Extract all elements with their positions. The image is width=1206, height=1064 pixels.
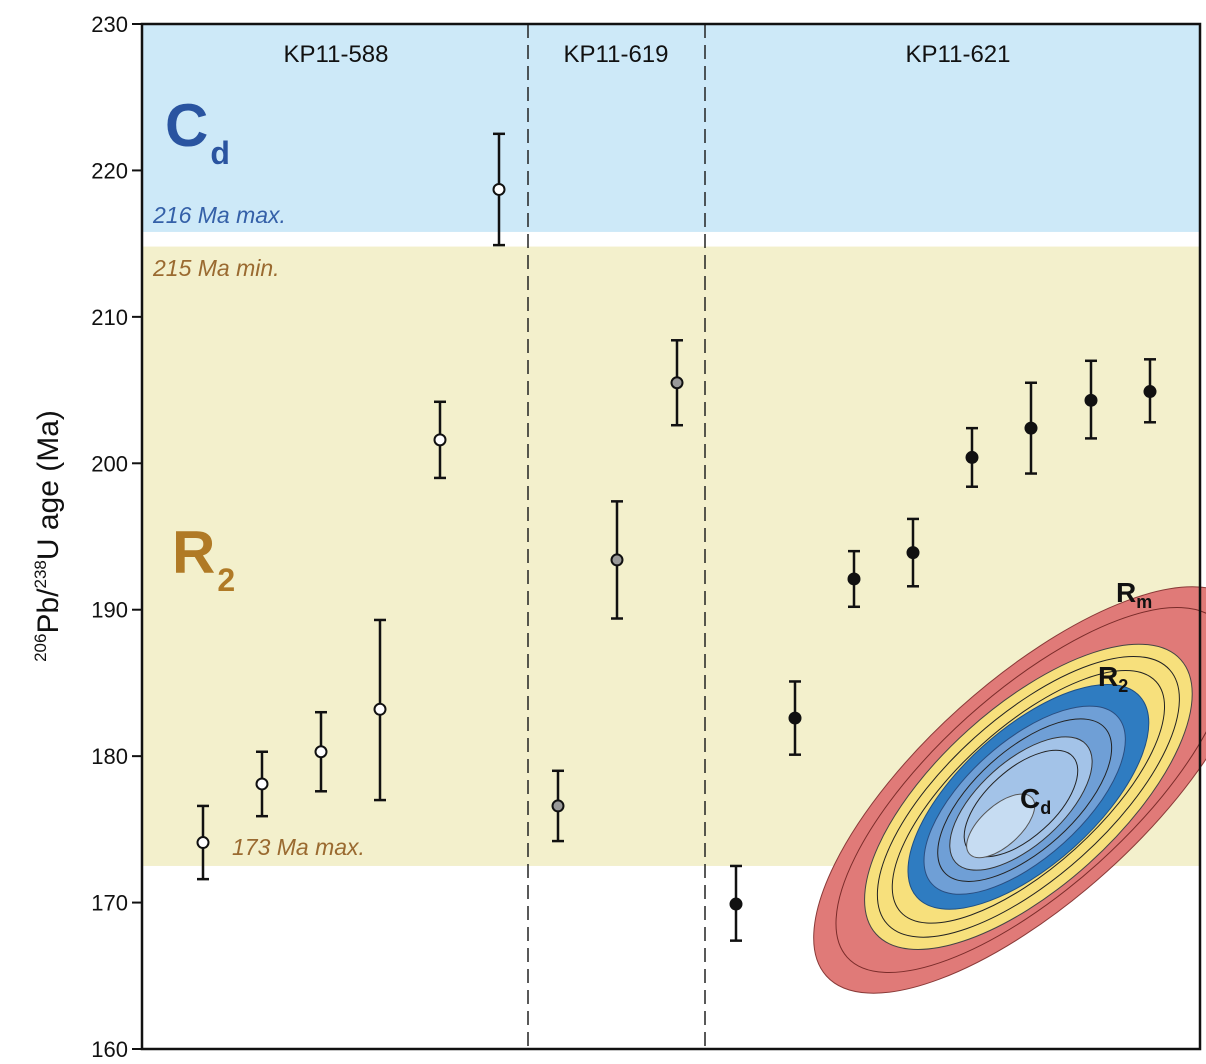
cd-max-note: 216 Ma max. <box>152 202 286 228</box>
band-cd <box>142 24 1200 232</box>
data-point <box>196 804 210 881</box>
data-point <box>1143 358 1157 424</box>
point-marker <box>610 553 624 567</box>
y-tick-label: 230 <box>91 12 128 37</box>
data-point <box>965 426 979 488</box>
y-tick-label: 170 <box>91 891 128 916</box>
point-marker <box>1143 385 1157 399</box>
y-tick-label: 190 <box>91 598 128 623</box>
group-label-kp11-621: KP11-621 <box>906 41 1011 68</box>
r2-growth-line <box>891 670 1166 924</box>
zone-label-r2: R2 <box>172 519 235 598</box>
inset-label-r2: R2 <box>1098 661 1128 696</box>
data-point <box>1024 381 1038 475</box>
core-growth-line <box>937 718 1113 882</box>
point-marker <box>788 711 802 725</box>
data-points <box>196 132 1157 942</box>
point-marker <box>1024 421 1038 435</box>
r2-min-note: 215 Ma min. <box>152 255 280 281</box>
point-marker <box>729 897 743 911</box>
point-marker <box>847 572 861 586</box>
data-point <box>729 864 743 942</box>
data-point <box>610 500 624 620</box>
zircon-zoning-inset <box>813 586 1206 994</box>
plot-frame <box>140 22 1202 1051</box>
y-axis: 160 170 180 190 200 210 220 230 <box>91 12 142 1062</box>
point-marker <box>255 777 269 791</box>
y-tick-label: 160 <box>91 1037 128 1062</box>
point-marker <box>670 376 684 390</box>
point-marker <box>906 546 920 560</box>
point-marker <box>492 182 506 196</box>
group-label-kp11-588: KP11-588 <box>284 41 389 68</box>
point-marker <box>314 745 328 759</box>
y-tick-label: 220 <box>91 158 128 183</box>
data-point <box>847 549 861 609</box>
group-label-kp11-619: KP11-619 <box>564 41 669 68</box>
data-point <box>1084 359 1098 440</box>
point-marker <box>551 799 565 813</box>
y-axis-label: 206Pb/238U age (Ma) <box>31 410 65 662</box>
data-point <box>670 339 684 427</box>
rim-growth-line <box>835 607 1206 973</box>
y-tick-label: 200 <box>91 451 128 476</box>
y-tick-label: 180 <box>91 744 128 769</box>
data-point <box>906 517 920 588</box>
data-point <box>492 132 506 247</box>
point-marker <box>433 433 447 447</box>
data-point <box>255 750 269 818</box>
group-dividers <box>527 24 706 1049</box>
point-marker <box>196 836 210 850</box>
zone-label-cd: Cd <box>165 92 230 171</box>
data-point <box>551 769 565 843</box>
inset-label-cd: Cd <box>1020 783 1051 818</box>
data-point <box>314 710 328 793</box>
y-tick-label: 210 <box>91 305 128 330</box>
data-point <box>433 400 447 480</box>
inset-label-rm: Rm <box>1116 577 1152 612</box>
r2-max-note: 173 Ma max. <box>232 834 365 860</box>
point-marker <box>965 450 979 464</box>
core-pale-zone <box>966 793 1036 859</box>
r2-growth-line <box>876 655 1180 938</box>
data-point <box>788 680 802 756</box>
point-marker <box>1084 393 1098 407</box>
data-point <box>373 618 387 802</box>
point-marker <box>373 702 387 716</box>
